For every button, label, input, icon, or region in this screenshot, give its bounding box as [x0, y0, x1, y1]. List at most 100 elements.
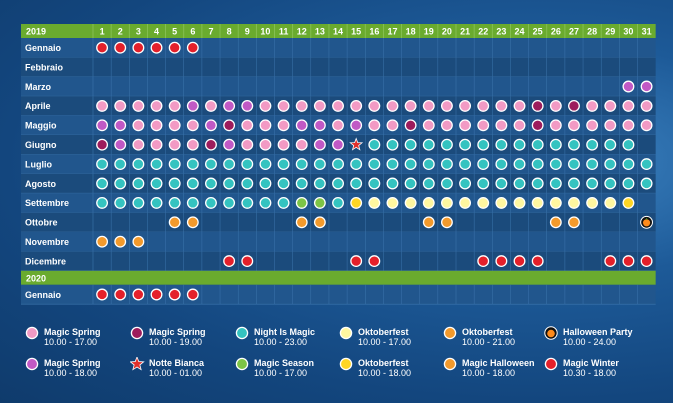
- event-dot: [513, 158, 526, 171]
- day-header-10: 10: [260, 27, 270, 37]
- event-dot: [168, 158, 181, 171]
- day-header-9: 9: [245, 27, 250, 37]
- legend-label: Magic Spring: [44, 358, 101, 368]
- event-dot: [350, 196, 363, 209]
- event-dot: [568, 196, 580, 209]
- event-dot: [531, 99, 544, 112]
- legend-hours: 10.00 - 24.00: [563, 337, 617, 347]
- event-dot: [586, 138, 599, 151]
- day-header-24: 24: [515, 27, 525, 37]
- event-dot: [114, 158, 127, 171]
- event-dot: [459, 177, 472, 190]
- event-dot: [332, 158, 344, 171]
- month-label: Maggio: [25, 121, 57, 131]
- event-dot: [259, 158, 272, 171]
- legend-hours: 10.00 - 17.00: [254, 368, 308, 378]
- legend-label: Oktoberfest: [462, 327, 513, 337]
- event-dot: [368, 177, 381, 190]
- event-dot: [241, 158, 254, 171]
- event-dot: [622, 138, 635, 151]
- event-dot: [440, 99, 453, 112]
- event-dot: [495, 158, 508, 171]
- event-dot: [114, 99, 127, 112]
- month-label: Novembre: [25, 237, 69, 247]
- event-dot: [96, 41, 109, 54]
- event-dot: [186, 158, 199, 171]
- event-dot: [531, 196, 544, 209]
- event-dot: [568, 119, 580, 132]
- event-dot: [132, 138, 145, 151]
- month-row-ottobre: Ottobre: [21, 212, 656, 233]
- event-dot: [549, 99, 562, 112]
- month-label: Luglio: [25, 159, 52, 169]
- event-dot: [132, 41, 145, 54]
- event-dot: [150, 177, 163, 190]
- event-dot: [495, 119, 508, 132]
- event-dot: [277, 158, 290, 171]
- month-label: Agosto: [25, 179, 56, 189]
- legend-hours: 10.00 - 23.00: [254, 337, 308, 347]
- day-header-26: 26: [551, 27, 561, 37]
- event-dot: [440, 138, 453, 151]
- event-dot: [205, 196, 217, 209]
- event-dot: [132, 196, 145, 209]
- legend-hours: 10.30 - 18.00: [563, 368, 617, 378]
- day-header-13: 13: [315, 27, 325, 37]
- event-dot: [495, 255, 508, 268]
- month-label: Marzo: [25, 82, 52, 92]
- event-dot: [604, 158, 617, 171]
- event-dot: [368, 138, 381, 151]
- event-dot: [422, 158, 435, 171]
- event-dot: [531, 119, 544, 132]
- event-dot: [114, 177, 127, 190]
- event-dot: [604, 196, 617, 209]
- month-row-gennaio-2020: Gennaio: [21, 284, 656, 305]
- day-header-15: 15: [351, 27, 361, 37]
- day-header-2: 2: [118, 27, 123, 37]
- event-dot: [440, 119, 453, 132]
- event-dot: [259, 196, 272, 209]
- event-dot: [277, 196, 290, 209]
- event-dot: [168, 119, 181, 132]
- legend-dot: [443, 357, 457, 371]
- event-dot: [114, 138, 127, 151]
- event-dot: [531, 138, 544, 151]
- event-dot: [223, 177, 236, 190]
- event-dot: [168, 288, 181, 301]
- event-dot: [404, 99, 417, 112]
- month-label: Febbraio: [25, 62, 64, 72]
- event-dot: [513, 99, 526, 112]
- legend-label: Magic Spring: [149, 327, 206, 337]
- event-dot: [96, 99, 109, 112]
- event-dot: [205, 177, 217, 190]
- event-dot: [332, 138, 344, 151]
- event-dot: [223, 99, 236, 112]
- event-dot: [223, 196, 236, 209]
- event-dot: [549, 138, 562, 151]
- event-dot: [622, 119, 635, 132]
- day-header-23: 23: [496, 27, 506, 37]
- event-dot: [186, 99, 199, 112]
- event-dot: [459, 196, 472, 209]
- event-dot: [114, 235, 127, 248]
- day-header-18: 18: [406, 27, 416, 37]
- event-dot: [549, 158, 562, 171]
- event-dot: [568, 138, 580, 151]
- event-dot: [368, 196, 381, 209]
- month-label: Gennaio: [25, 290, 62, 300]
- event-dot: [223, 138, 236, 151]
- event-dot: [604, 99, 617, 112]
- event-dot: [513, 177, 526, 190]
- legend-hours: 10.00 - 17.00: [358, 337, 412, 347]
- day-header-4: 4: [154, 27, 159, 37]
- event-dot: [223, 255, 236, 268]
- event-dot: [205, 119, 217, 132]
- event-dot: [622, 196, 635, 209]
- day-header-14: 14: [333, 27, 343, 37]
- event-dot: [132, 288, 145, 301]
- day-header-29: 29: [605, 27, 615, 37]
- legend-label: Oktoberfest: [358, 327, 409, 337]
- day-header-8: 8: [227, 27, 232, 37]
- event-dot: [640, 119, 653, 132]
- event-dot: [386, 196, 399, 209]
